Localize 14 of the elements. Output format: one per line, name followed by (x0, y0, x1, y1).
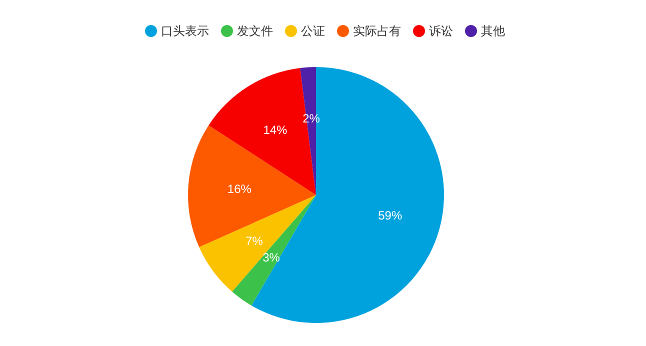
legend-label: 公证 (301, 24, 325, 38)
legend-label: 口头表示 (161, 24, 209, 38)
data-label: 3% (262, 250, 280, 265)
legend-label: 诉讼 (429, 24, 453, 38)
pie-slice (188, 125, 316, 248)
data-label: 59% (378, 208, 402, 222)
legend-label: 其他 (481, 24, 505, 38)
data-label: 14% (263, 123, 288, 138)
data-label: 7% (246, 234, 264, 248)
data-label: 16% (227, 182, 252, 196)
pie-slice (199, 195, 316, 292)
legend-label: 发文件 (237, 24, 273, 38)
legend-label: 实际占有 (353, 24, 401, 38)
pie-slice (232, 195, 316, 306)
